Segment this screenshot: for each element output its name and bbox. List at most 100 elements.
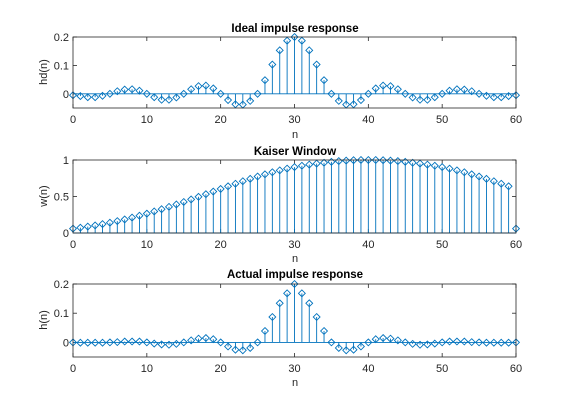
stem-marker [105, 338, 114, 347]
stem-marker [164, 340, 174, 349]
stem-marker [371, 335, 380, 344]
stem-marker [415, 340, 425, 349]
stem-marker [334, 343, 343, 352]
chart-title: Actual impulse response [227, 269, 363, 281]
stem-marker [430, 93, 439, 102]
stem-marker [349, 345, 358, 354]
stem-marker [179, 338, 188, 347]
stem-marker [482, 174, 491, 183]
stem-marker [393, 85, 402, 94]
y-tick-label: 1 [63, 155, 69, 167]
stem-marker [364, 89, 373, 98]
y-axis-label: hd(n) [38, 59, 50, 85]
stem-marker [216, 89, 225, 98]
stem-marker [224, 96, 233, 105]
stem-marker [98, 91, 107, 100]
stem-marker [371, 84, 380, 93]
stem-marker [504, 92, 513, 101]
stem-marker [379, 333, 388, 343]
stem-marker [319, 76, 329, 85]
chart-title: Ideal impulse response [231, 23, 358, 35]
stem-marker [423, 95, 432, 104]
axes-box [72, 159, 517, 234]
stem-marker [201, 190, 210, 199]
stem-marker [379, 81, 388, 90]
stem-marker [297, 161, 306, 170]
stem-marker [401, 338, 410, 347]
stem-marker [356, 342, 365, 351]
stem-marker [83, 338, 92, 347]
stem-marker [504, 182, 513, 191]
stem-marker [423, 160, 432, 169]
stem-marker [179, 89, 188, 98]
stem-marker [356, 155, 365, 165]
stem-marker [408, 93, 417, 102]
stem-marker [201, 333, 210, 343]
stem-marker [482, 91, 491, 100]
stem-marker [209, 187, 218, 196]
stem-marker [120, 215, 129, 224]
stem-marker [364, 338, 373, 347]
stem-marker [113, 87, 122, 96]
stem-marker [135, 211, 144, 220]
stem-marker [497, 338, 506, 347]
stem-marker [209, 84, 218, 93]
stem-marker [356, 96, 365, 105]
stem-marker [283, 289, 292, 298]
stem-marker [268, 60, 277, 69]
plot-area: 0 10 20 30 40 50 60 0 0.1 0.2 [54, 32, 522, 126]
stem-marker [290, 32, 299, 42]
stem-marker [386, 156, 395, 165]
stem-marker [319, 326, 329, 336]
stem-marker [98, 338, 107, 347]
stem-marker [135, 86, 144, 95]
stem-marker [113, 217, 122, 226]
stem-marker [216, 338, 225, 347]
stem-marker [408, 158, 417, 167]
stem-marker [150, 207, 159, 216]
stem-marker [305, 299, 314, 308]
axes-box [72, 36, 517, 109]
stem-marker [460, 168, 469, 177]
stem-marker [260, 76, 270, 85]
stem-marker [268, 312, 277, 322]
x-tick-label: 40 [362, 114, 374, 126]
stem-marker [238, 346, 247, 355]
stem-marker [342, 156, 351, 165]
stem-marker [83, 222, 92, 231]
stem-marker [128, 213, 137, 222]
x-tick-label: 50 [436, 239, 448, 251]
stem-marker [312, 159, 321, 168]
stem-marker [76, 223, 85, 232]
stem-marker [76, 338, 85, 347]
stem-marker [179, 197, 188, 207]
stem-marker [438, 338, 447, 347]
stem-marker [201, 81, 210, 90]
x-tick-label: 0 [70, 114, 76, 126]
chart-title: Kaiser Window [254, 146, 336, 158]
stem-marker [194, 192, 203, 201]
stem-marker [312, 312, 321, 322]
stem-marker [113, 338, 122, 347]
stem-marker [194, 334, 203, 343]
stem-marker [172, 93, 181, 102]
stem-marker [231, 345, 240, 354]
stem-marker [268, 168, 277, 177]
y-tick-label: 0 [63, 89, 69, 101]
stem-marker [283, 164, 292, 173]
x-tick-label: 60 [510, 239, 522, 251]
stem-marker [275, 166, 284, 175]
y-tick-label: 0.2 [54, 279, 69, 291]
stem-marker [475, 89, 484, 98]
stem-marker [157, 205, 166, 214]
x-tick-label: 40 [362, 239, 374, 251]
stem-marker [319, 158, 329, 167]
stem-marker [164, 95, 174, 104]
stem-marker [386, 82, 395, 91]
stem-marker [489, 338, 498, 347]
stem-marker [452, 166, 461, 175]
stem-marker [142, 338, 151, 347]
stem-marker [327, 157, 336, 166]
stem-marker [327, 89, 336, 98]
